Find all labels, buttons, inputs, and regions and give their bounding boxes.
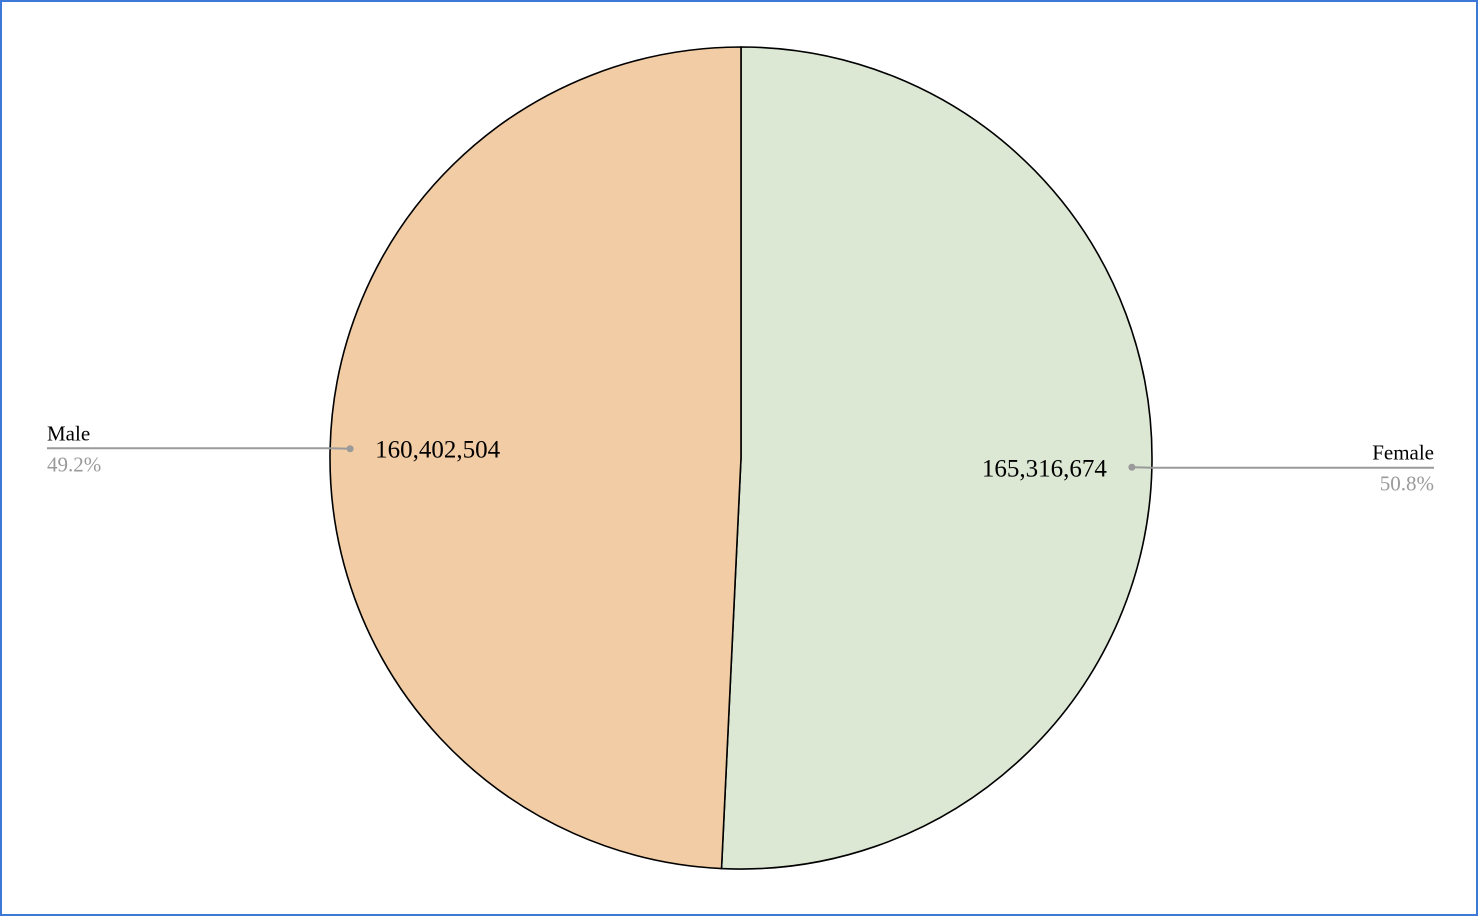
leader-dot-female	[1128, 464, 1135, 471]
category-label-female: Female	[1372, 441, 1434, 465]
category-label-male: Male	[47, 421, 90, 445]
percent-label-female: 50.8%	[1380, 472, 1434, 496]
value-label-male: 160,402,504	[375, 437, 501, 464]
leader-dot-male	[347, 445, 354, 452]
percent-label-male: 49.2%	[47, 452, 101, 476]
value-label-female: 165,316,674	[982, 455, 1108, 482]
